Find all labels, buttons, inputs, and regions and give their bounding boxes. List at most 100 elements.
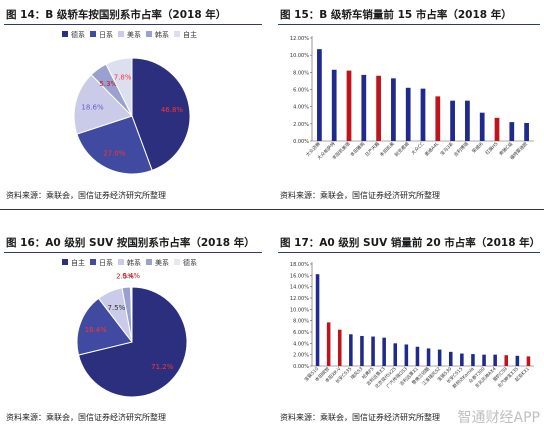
panel-title: 图 14：B 级轿车按国别系市占率（2018 年）	[6, 9, 227, 21]
bar	[349, 334, 353, 366]
legend-label: 日系	[99, 258, 113, 267]
bar	[465, 100, 470, 141]
x-tick-label: 日产天籁	[363, 140, 381, 158]
pie-slice	[77, 286, 188, 398]
bar	[405, 87, 411, 141]
panel-title-bar: 图 15：B 级轿车销量前 15 市占率（2018 年）	[278, 4, 540, 25]
legend-label: 韩系	[155, 30, 169, 39]
bar	[460, 353, 464, 366]
legend-label: 德系	[71, 30, 85, 39]
legend-label: 自主	[71, 258, 85, 267]
legend-swatch	[174, 259, 180, 265]
x-tick-label: 荣威i6	[470, 140, 484, 154]
bar	[504, 355, 509, 366]
y-tick-label: 0.00%	[293, 139, 309, 145]
x-tick-label: 红旗H5	[484, 140, 500, 156]
pie-data-label: 2.5%	[116, 272, 134, 280]
bar	[361, 74, 367, 141]
bar	[315, 274, 320, 366]
legend-swatch	[118, 31, 124, 37]
bar	[331, 69, 337, 141]
bar	[494, 117, 500, 141]
x-tick-label: 本田凯美	[378, 140, 396, 158]
y-tick-label: 12.00%	[290, 36, 309, 42]
y-tick-label: 12.00%	[290, 296, 309, 302]
pie-slice	[130, 286, 133, 343]
y-tick-label: 4.00%	[293, 341, 309, 347]
bar	[317, 49, 322, 141]
legend-swatch	[118, 259, 124, 265]
panel-title-bar: 图 17：A0 级别 SUV 销量前 20 市占率（2018 年）	[278, 232, 540, 253]
legend: 德系 日系 美系 韩系 自主	[62, 30, 197, 39]
legend-label: 日系	[99, 30, 113, 39]
legend-swatch	[62, 31, 68, 37]
bar	[420, 88, 426, 141]
bar	[437, 349, 442, 366]
pie-slice	[73, 74, 133, 135]
bar	[479, 112, 485, 141]
panel-b-sedan-origin: 图 14：B 级轿车按国别系市占率（2018 年） 德系 日系 美系 韩系 自主 46.8…	[4, 4, 262, 204]
legend-swatch	[146, 31, 152, 37]
y-tick-label: 10.00%	[290, 53, 309, 59]
pie-data-label: 5.3%	[99, 80, 117, 88]
legend-label: 美系	[127, 30, 141, 39]
bar	[415, 346, 420, 366]
y-tick-label: 8.00%	[293, 70, 309, 76]
pie-data-label: 46.8%	[161, 106, 184, 114]
legend-label: 自主	[183, 30, 197, 39]
x-tick-label: 奥迪A4L	[423, 140, 441, 158]
pie-slice	[105, 57, 133, 117]
bar	[346, 70, 352, 141]
section-divider	[0, 209, 544, 210]
bar	[471, 354, 475, 366]
pie-slice	[131, 57, 191, 172]
legend-label: 韩系	[127, 258, 141, 267]
y-tick-label: 2.00%	[293, 122, 309, 128]
y-tick-label: 2.00%	[293, 353, 309, 359]
pie-data-label: 18.4%	[85, 326, 108, 334]
x-tick-label: 别克君威	[393, 140, 411, 158]
bar	[524, 122, 529, 141]
x-tick-label: 大众CC	[410, 140, 426, 156]
panel-a0-suv-origin: 图 16：A0 级别 SUV 按国别系市占率（2018 年） 自主 日系 韩系 美系 德…	[4, 232, 262, 430]
bar	[404, 344, 409, 366]
y-tick-label: 6.00%	[293, 330, 309, 336]
panel-title: 图 15：B 级轿车销量前 15 市占率（2018 年）	[280, 9, 512, 21]
bar	[376, 75, 381, 141]
y-tick-label: 18.00%	[290, 262, 309, 268]
source-note: 资料来源：乘联会，国信证券经济研究所整理	[6, 413, 166, 422]
pie-data-label: 7.5%	[107, 304, 125, 312]
source-note: 资料来源：乘联会，国信证券经济研究所整理	[6, 191, 166, 200]
legend-swatch	[90, 259, 96, 265]
bar	[337, 329, 342, 366]
y-tick-label: 8.00%	[293, 319, 309, 325]
y-tick-label: 14.00%	[290, 285, 309, 291]
bar-chart-a0-suv-top20: 0.00% 2.00% 4.00% 6.00% 8.00% 10.00% 12.00% 14.…	[290, 262, 534, 390]
panel-title: 图 16：A0 级别 SUV 按国别系市占率（2018 年）	[6, 237, 255, 249]
legend-swatch	[174, 31, 180, 37]
panel-title-bar: 图 14：B 级轿车按国别系市占率（2018 年）	[4, 4, 262, 25]
pie-slice	[76, 115, 153, 175]
bar-chart-b-sedan-top15: 0.00%2.00%4.00%6.00%8.00%10.00%12.00%大众迈…	[290, 36, 534, 161]
bar	[426, 348, 431, 366]
bar	[450, 100, 455, 141]
bar	[371, 336, 375, 366]
x-tick-label: 吉利博瑞	[452, 140, 470, 158]
y-tick-label: 6.00%	[293, 88, 309, 94]
pie-data-label: 0.4%	[122, 272, 140, 280]
bar	[435, 96, 441, 141]
bar	[382, 337, 386, 366]
bar	[448, 351, 453, 366]
pie-data-label: 71.2%	[151, 363, 174, 371]
bar	[326, 322, 331, 366]
pie-slice	[76, 297, 133, 356]
panel-b-sedan-top15: 图 15：B 级轿车销量前 15 市占率（2018 年） 0.00% 2.00% 4…	[278, 4, 540, 204]
pie-data-label: 7.8%	[114, 73, 132, 81]
legend-label: 美系	[155, 258, 169, 267]
legend-swatch	[90, 31, 96, 37]
bar	[493, 354, 497, 366]
y-tick-label: 0.00%	[293, 364, 309, 370]
pie-chart-a0-suv-origin: 自主 日系 韩系 美系 德系 71.2% 18.4% 7.5% 2.5%0.4%	[62, 258, 197, 398]
legend-swatch	[62, 259, 68, 265]
legend-swatch	[146, 259, 152, 265]
